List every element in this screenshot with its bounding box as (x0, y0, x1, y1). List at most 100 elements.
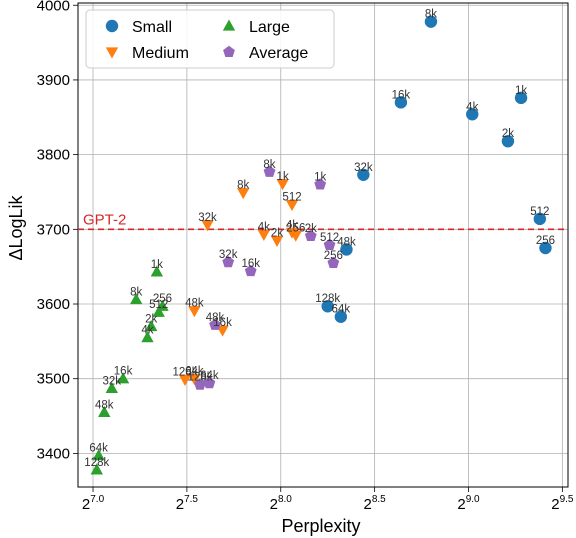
average-point-label: 2k (305, 223, 317, 235)
legend-marker-large (222, 19, 236, 31)
x-tick-base: 2 (176, 496, 184, 513)
average-point (203, 376, 216, 389)
medium-point (270, 235, 284, 248)
x-tick-label: 29.5 (551, 494, 574, 513)
small-point (340, 243, 353, 256)
small-point-label: 256 (536, 235, 555, 247)
x-tick-base: 2 (457, 496, 465, 513)
x-tick-exponent: 9.0 (466, 494, 480, 505)
medium-point (201, 220, 214, 232)
average-point (327, 256, 340, 268)
large-point (150, 265, 164, 277)
average-point (194, 378, 206, 390)
medium-point (276, 179, 289, 191)
large-point (145, 319, 158, 332)
large-point-label: 4k (141, 325, 153, 337)
large-point-label: 8k (130, 287, 142, 299)
legend-label-large: Large (249, 19, 290, 36)
y-tick-label: 4000 (37, 0, 70, 14)
legend-label-medium: Medium (132, 45, 189, 62)
average-point (222, 255, 235, 268)
small-point-label: 1k (515, 85, 527, 97)
medium-point-label: 4k (286, 219, 298, 231)
average-point-label: 64k (200, 370, 219, 382)
medium-point-label: 8k (237, 180, 249, 192)
x-tick-exponent: 8.0 (278, 494, 292, 505)
x-tick-label: 29.0 (457, 494, 480, 513)
large-point-label: 32k (103, 375, 122, 387)
medium-point (289, 230, 302, 242)
legend: Small Medium Large Average (85, 9, 335, 69)
average-point (304, 229, 317, 242)
x-tick-exponent: 7.0 (90, 494, 104, 505)
x-axis-title: Perplexity (281, 516, 360, 536)
small-point-label: 2k (502, 128, 514, 140)
x-tick-label: 28.5 (364, 494, 387, 513)
point-labels: 8k16k4k1k2k32k51225648k128k64k8k1k51232k… (84, 9, 555, 469)
average-point-label: 16k (241, 258, 260, 270)
small-point (321, 300, 334, 313)
medium-point-label: 32k (198, 212, 217, 224)
medium-point-label: 128k (173, 366, 198, 378)
small-point (501, 134, 515, 148)
x-tick-base: 2 (270, 496, 278, 513)
medium-point-label: 4k (258, 222, 270, 234)
reference-line-group: GPT-2 (78, 211, 568, 231)
average-point-label: 512 (320, 232, 339, 244)
small-point-label: 32k (354, 162, 373, 174)
y-tick-label: 3500 (37, 371, 70, 388)
medium-point-label: 256 (286, 222, 305, 234)
legend-marker-average (223, 45, 235, 58)
y-tick-label: 3900 (37, 72, 70, 89)
y-tick-label: 3400 (37, 445, 70, 462)
medium-point (216, 325, 229, 337)
large-point-label: 48k (95, 399, 114, 411)
medium-point (188, 374, 201, 386)
medium-point-label: 2k (271, 228, 283, 240)
medium-point-label: 1k (277, 171, 289, 183)
small-point-label: 8k (425, 9, 437, 21)
x-tick-exponent: 8.5 (372, 494, 386, 505)
legend-label-small: Small (132, 19, 172, 36)
small-point (539, 241, 552, 255)
x-tick-label: 27.0 (82, 494, 105, 513)
small-point (514, 91, 528, 105)
small-point (394, 96, 408, 109)
large-point (141, 331, 154, 343)
large-point (129, 293, 143, 305)
medium-point-label: 64k (185, 366, 204, 378)
average-point-label: 8k (263, 159, 275, 171)
large-point-label: 2k (145, 313, 157, 325)
y-tick-label: 3800 (37, 147, 70, 164)
large-point (116, 372, 130, 384)
large-point-label: 1k (151, 259, 163, 271)
medium-point (257, 229, 271, 242)
large-point-label: 512 (149, 299, 168, 311)
average-point-label: 48k (206, 312, 225, 324)
x-tick-label: 27.5 (176, 494, 199, 513)
small-point-label: 128k (315, 293, 340, 305)
average-point-label: 32k (219, 249, 238, 261)
y-tick-label: 3600 (37, 296, 70, 313)
plot-frame (77, 2, 569, 488)
y-axis-title: ΔLogLik (6, 194, 26, 260)
large-point-label: 128k (84, 457, 109, 469)
x-tick-exponent: 7.5 (184, 494, 198, 505)
medium-point-label: 512 (282, 192, 301, 204)
medium-point (188, 306, 201, 318)
x-tick-base: 2 (82, 496, 90, 513)
y-tick-label: 3700 (37, 221, 70, 238)
legend-marker-small (105, 19, 119, 33)
medium-point-label: 16k (213, 317, 232, 329)
medium-point-label: 48k (185, 298, 204, 310)
small-point-label: 48k (337, 236, 356, 248)
gpt2-reference-label: GPT-2 (83, 211, 126, 228)
average-point (323, 238, 336, 251)
average-point (209, 318, 221, 330)
large-point-label: 256 (153, 293, 172, 305)
large-point (92, 449, 105, 461)
small-point-label: 64k (332, 304, 351, 316)
average-point (244, 264, 257, 277)
grid (78, 3, 568, 487)
